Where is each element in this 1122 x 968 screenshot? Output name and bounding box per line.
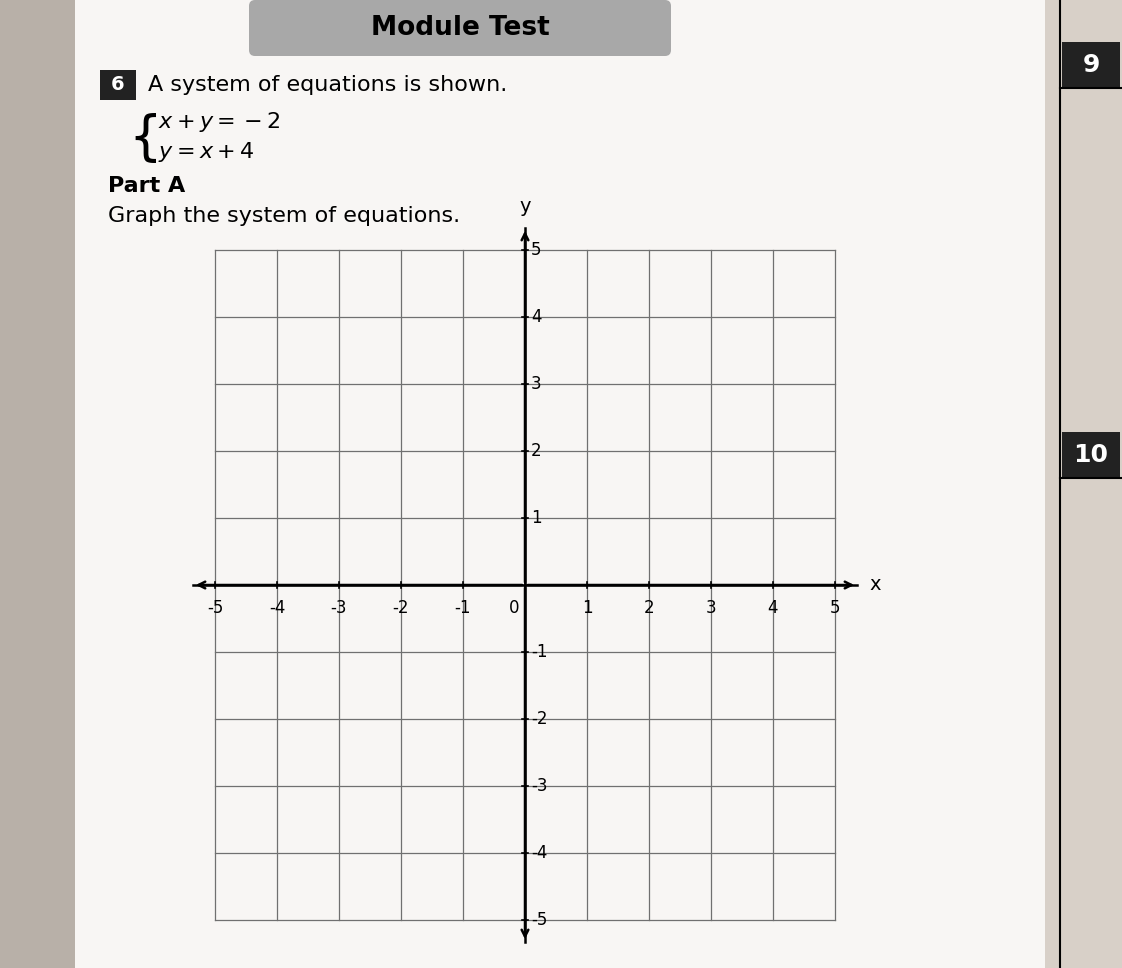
Text: 1: 1 xyxy=(581,599,592,617)
Text: -5: -5 xyxy=(531,911,548,929)
FancyBboxPatch shape xyxy=(249,0,671,56)
Text: 2: 2 xyxy=(531,442,542,460)
Text: $y = x + 4$: $y = x + 4$ xyxy=(158,140,255,164)
Text: Module Test: Module Test xyxy=(370,15,550,41)
Text: A system of equations is shown.: A system of equations is shown. xyxy=(148,75,507,95)
Bar xyxy=(1063,432,1120,478)
Text: -4: -4 xyxy=(269,599,285,617)
Bar xyxy=(1063,42,1120,88)
Text: -5: -5 xyxy=(206,599,223,617)
Text: 1: 1 xyxy=(531,509,542,527)
Text: -1: -1 xyxy=(531,643,548,661)
Text: 0: 0 xyxy=(508,599,519,617)
Text: -1: -1 xyxy=(454,599,471,617)
Text: -3: -3 xyxy=(531,777,548,795)
Text: -3: -3 xyxy=(331,599,347,617)
Text: $x + y = -2$: $x + y = -2$ xyxy=(158,110,280,134)
Bar xyxy=(100,70,136,100)
Text: 2: 2 xyxy=(644,599,654,617)
Text: 5: 5 xyxy=(830,599,840,617)
Text: x: x xyxy=(870,576,881,594)
Text: 4: 4 xyxy=(531,308,542,326)
Text: 6: 6 xyxy=(111,76,125,95)
Text: -2: -2 xyxy=(393,599,410,617)
Text: y: y xyxy=(519,197,531,216)
Text: 10: 10 xyxy=(1074,443,1109,467)
Text: -2: -2 xyxy=(531,710,548,728)
Bar xyxy=(0,0,75,968)
Text: Graph the system of equations.: Graph the system of equations. xyxy=(108,206,460,226)
Text: 5: 5 xyxy=(531,241,542,259)
Text: 3: 3 xyxy=(531,375,542,393)
Text: $\{$: $\{$ xyxy=(128,111,157,165)
Bar xyxy=(75,0,1045,968)
Text: -4: -4 xyxy=(531,844,548,862)
Text: 3: 3 xyxy=(706,599,716,617)
Text: 4: 4 xyxy=(767,599,779,617)
Text: 9: 9 xyxy=(1083,53,1100,77)
Text: Part A: Part A xyxy=(108,176,185,196)
